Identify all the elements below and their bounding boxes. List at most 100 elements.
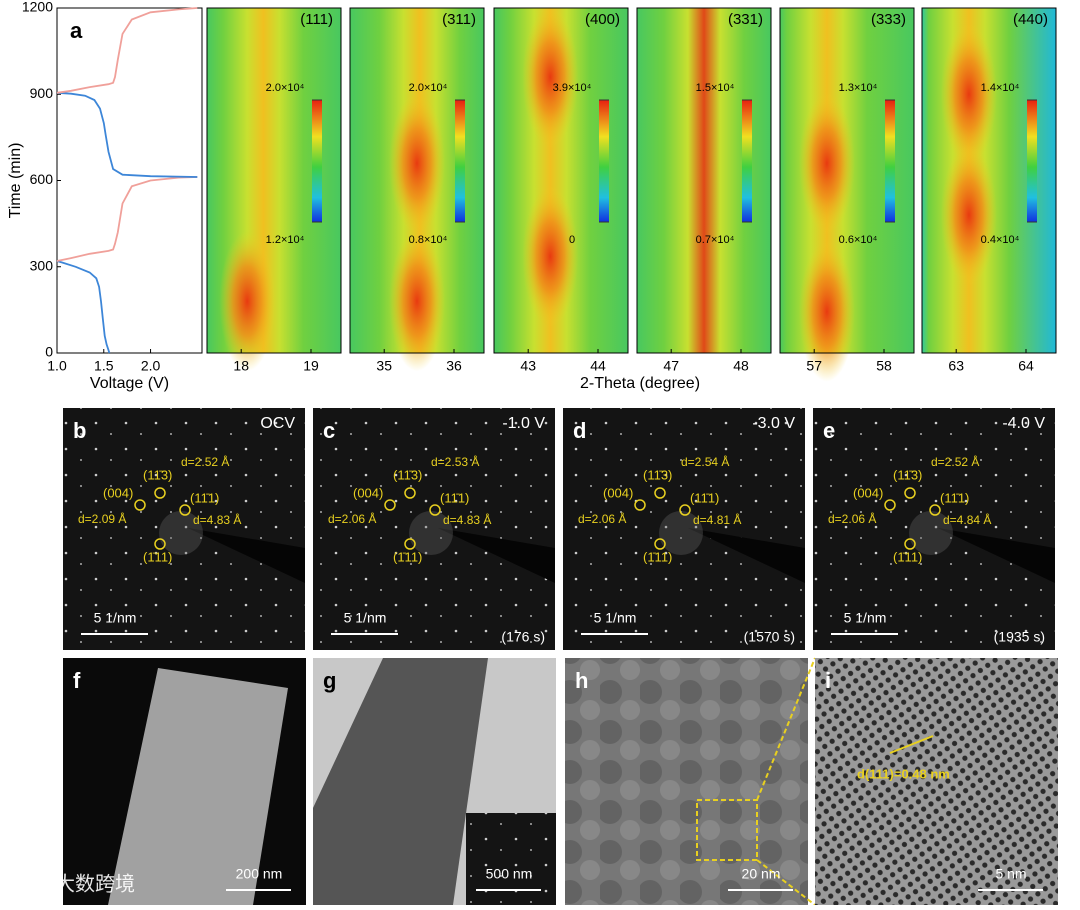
- y-tick-label: 1200: [22, 0, 53, 15]
- colorbar: [885, 100, 895, 222]
- lattice-marker: [889, 735, 934, 754]
- spot-marker: [179, 504, 191, 516]
- panel-label: a: [70, 18, 83, 43]
- heatmap-hotspot: [389, 231, 445, 372]
- peak-label: (440): [1013, 11, 1048, 28]
- scale-bar-label: 200 nm: [236, 866, 283, 882]
- panel-label: e: [823, 418, 835, 443]
- frame: [779, 7, 915, 354]
- d-spacing: d=2.52 Å: [931, 454, 979, 469]
- panel-label: f: [73, 668, 81, 693]
- spot-label: (11̄1): [440, 490, 469, 505]
- central-halo: [159, 511, 203, 555]
- micrograph: [815, 658, 1058, 905]
- spot-label: (11̄3): [393, 467, 422, 482]
- line-series: [56, 91, 198, 178]
- scale-bar-label: 500 nm: [486, 866, 533, 882]
- colorbar-label: 2.0×10⁴: [409, 82, 448, 94]
- x-axis-label: 2-Theta (degree): [580, 375, 700, 392]
- x-tick-label: 47: [663, 358, 679, 374]
- x-tick-label: 43: [520, 358, 536, 374]
- spot-marker: [154, 538, 166, 550]
- spot-label: (1̄11): [143, 549, 172, 564]
- x-tick-label: 1.5: [94, 358, 114, 374]
- condition-label: -4.0 V: [1002, 415, 1045, 432]
- time-label: (1570 s): [744, 629, 795, 645]
- y-tick-label: 0: [45, 344, 53, 360]
- frame: [493, 7, 629, 354]
- spot-marker: [134, 499, 146, 511]
- heatmap-hotspot: [389, 93, 445, 234]
- scale-bar-label: 5 nm: [995, 866, 1026, 882]
- colorbar-label: 2.0×10⁴: [266, 82, 305, 94]
- central-halo: [909, 511, 953, 555]
- d-spacing: d=2.06 Å: [828, 511, 876, 526]
- spot-marker: [404, 538, 416, 550]
- scale-bar-label: 5 1/nm: [594, 610, 637, 626]
- x-tick-label: 18: [233, 358, 249, 374]
- panel-label: g: [323, 668, 336, 693]
- diffraction-image: [63, 408, 305, 650]
- colorbar-label: 0.8×10⁴: [409, 234, 448, 246]
- diffraction-image: [813, 408, 1055, 650]
- colorbar-label: 3.9×10⁴: [553, 82, 592, 94]
- spot-label: (1̄11): [893, 549, 922, 564]
- heatmap-hotspot: [798, 93, 855, 234]
- heatmap-hotspot: [940, 145, 997, 285]
- micrograph: [565, 658, 808, 905]
- frame: [206, 7, 342, 354]
- frame: [636, 7, 772, 354]
- colorbar-label: 0.6×10⁴: [839, 234, 878, 246]
- spot-marker: [154, 487, 166, 499]
- heatmap-hotspot: [798, 241, 855, 382]
- colorbar-label: 1.4×10⁴: [981, 82, 1020, 94]
- scale-bar-label: 5 1/nm: [94, 610, 137, 626]
- spot-marker: [654, 487, 666, 499]
- condition-label: -3.0 V: [752, 415, 795, 432]
- beam-stop: [938, 528, 1055, 583]
- nanorod: [313, 658, 488, 905]
- colorbar: [742, 100, 752, 222]
- colorbar-label: 0.7×10⁴: [696, 234, 735, 246]
- spot-marker: [904, 538, 916, 550]
- colorbar-label: 1.2×10⁴: [266, 234, 305, 246]
- spot-marker: [679, 504, 691, 516]
- spot-marker: [384, 499, 396, 511]
- frame: [921, 7, 1057, 354]
- condition-label: OCV: [260, 415, 295, 432]
- central-halo: [659, 511, 703, 555]
- beam-stop: [438, 528, 555, 583]
- scale-bar-label: 5 1/nm: [844, 610, 887, 626]
- heatmap-hotspot: [522, 7, 579, 147]
- heatmap-hotspot: [522, 186, 579, 327]
- d-spacing: d=2.54 Å: [681, 454, 729, 469]
- beam-stop: [188, 528, 305, 583]
- spot-label: (11̄1): [190, 490, 219, 505]
- panel-label: h: [575, 668, 588, 693]
- spot-label: (004): [853, 485, 883, 500]
- d-spacing: d=2.53 Å: [431, 454, 479, 469]
- nanorod: [108, 668, 288, 905]
- panel-label: d: [573, 418, 586, 443]
- line-series: [56, 260, 111, 354]
- spot-label: (004): [353, 485, 383, 500]
- spot-marker: [884, 499, 896, 511]
- x-tick-label: 44: [590, 358, 606, 374]
- colorbar-label: 0.4×10⁴: [981, 234, 1020, 246]
- peak-label: (111): [300, 11, 333, 28]
- peak-label: (311): [442, 11, 476, 28]
- central-halo: [409, 511, 453, 555]
- plot-frame: [56, 7, 203, 354]
- zoom-box: [696, 799, 758, 861]
- spot-label: (11̄3): [643, 467, 672, 482]
- diffraction-image: [313, 408, 555, 650]
- peak-label: (400): [585, 11, 620, 28]
- d-spacing: d=4.83 Å: [193, 512, 241, 527]
- panel-label: c: [323, 418, 335, 443]
- x-tick-label: 19: [303, 358, 319, 374]
- peak-label: (333): [871, 11, 906, 28]
- d-spacing: d=4.84 Å: [943, 512, 991, 527]
- panel-label: b: [73, 418, 86, 443]
- spot-label: (1̄11): [643, 549, 672, 564]
